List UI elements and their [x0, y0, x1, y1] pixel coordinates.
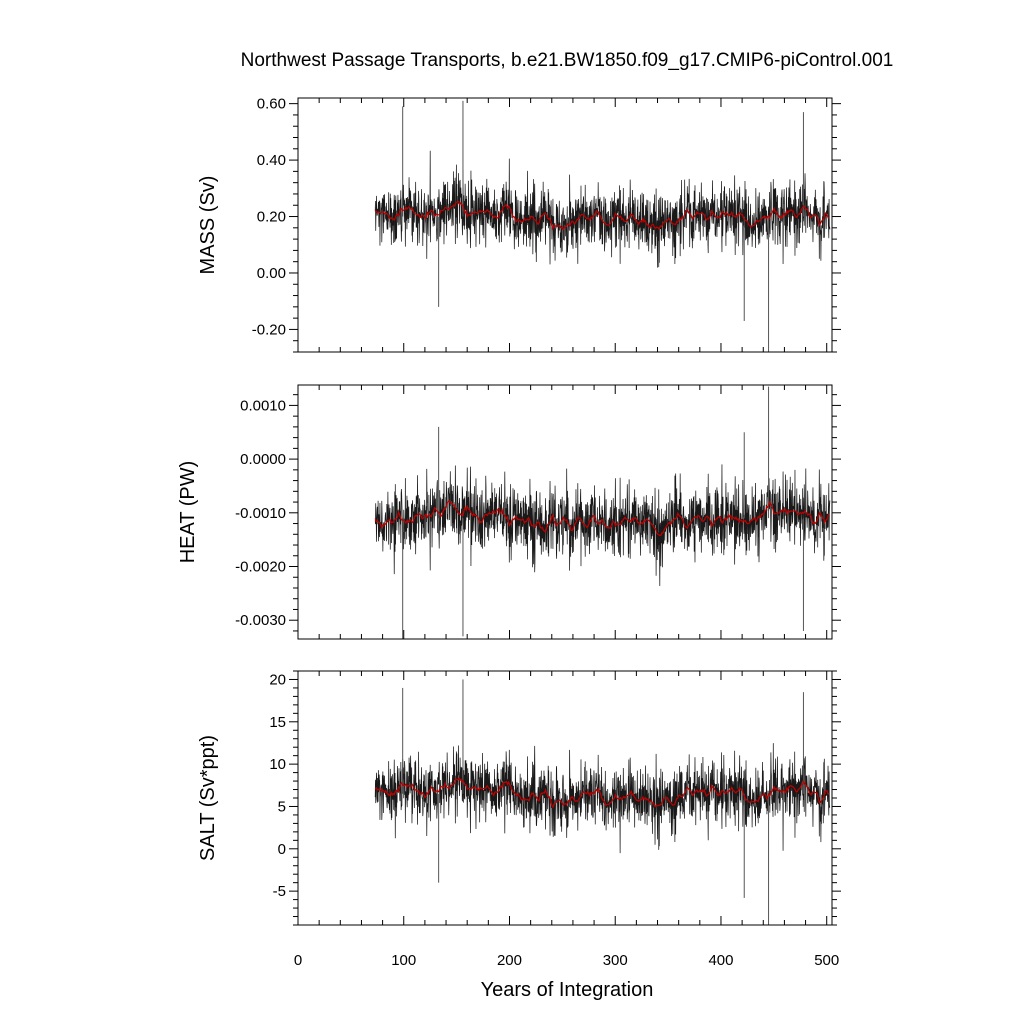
y-tick-label: 0.60: [257, 96, 286, 113]
x-axis-label: Years of Integration: [481, 979, 654, 1001]
y-tick-label: 10: [269, 756, 286, 773]
y-axis-label: SALT (Sv*ppt): [197, 735, 219, 861]
smoothed-series-line: [374, 200, 830, 231]
y-axis-label: MASS (Sv): [197, 176, 219, 275]
heat-panel: -0.0030 -0.0020 -0.0010 0.0000 0.0010 HEAT (P…: [177, 384, 841, 640]
y-tick-label: 0.20: [257, 209, 286, 226]
smoothed-series-line: [374, 499, 830, 536]
x-tick-label: 200: [497, 952, 522, 969]
y-tick-label: -0.0010: [235, 505, 286, 522]
x-tick-label: 0: [294, 952, 302, 969]
y-tick-label: 5: [278, 798, 286, 815]
y-tick-label: 0.40: [257, 152, 286, 169]
smoothed-series-line: [374, 776, 830, 809]
plot-area: [374, 679, 831, 925]
y-tick-label: -0.0020: [235, 559, 286, 576]
y-tick-label: -5: [273, 883, 286, 900]
y-axis-label: HEAT (PW): [177, 461, 199, 564]
chart-title: Northwest Passage Transports, b.e21.BW18…: [241, 50, 894, 71]
y-tick-label: 0.00: [257, 265, 286, 282]
y-tick-label: 0.0010: [240, 397, 286, 414]
salt-panel: -5 0 5 10 15 20 SALT (Sv*ppt) 0 100 200 300 400 500: [197, 670, 841, 969]
y-tick-label: -0.0030: [235, 612, 286, 629]
raw-series-line: [374, 743, 831, 854]
plot-frame: [297, 384, 833, 640]
plot-area: [374, 100, 831, 352]
y-tick-label: 15: [269, 714, 286, 731]
raw-series-line: [374, 150, 831, 268]
x-tick-label: 300: [603, 952, 628, 969]
x-tick-label: 100: [391, 952, 416, 969]
plot-frame: [297, 97, 833, 353]
plot-area: [374, 386, 831, 639]
y-tick-label: 0.0000: [240, 451, 286, 468]
raw-series-line: [374, 464, 831, 587]
x-tick-label: 500: [814, 952, 839, 969]
y-tick-label: 20: [269, 671, 286, 688]
mass-panel: -0.20 0.00 0.20 0.40 0.60 MASS (Sv): [197, 96, 841, 353]
x-tick-label: 400: [708, 952, 733, 969]
y-tick-label: 0: [278, 841, 286, 858]
y-tick-label: -0.20: [252, 321, 286, 338]
